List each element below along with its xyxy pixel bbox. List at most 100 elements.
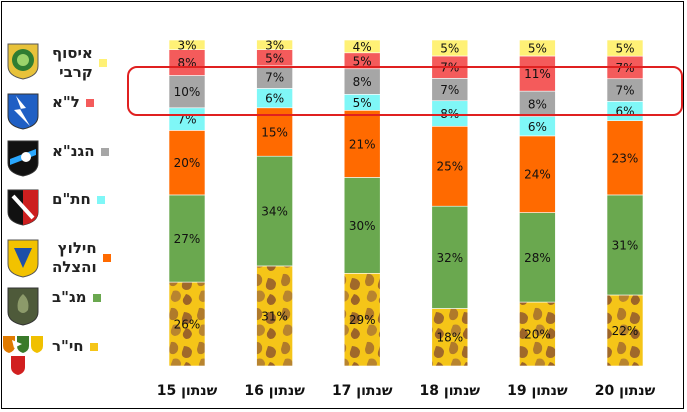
legend-item: מג"ב: [52, 288, 101, 307]
data-label: 21%: [349, 137, 376, 151]
data-label: 5%: [353, 54, 372, 68]
data-label: 23%: [612, 151, 639, 165]
x-tick-label: שנתון 19: [507, 383, 568, 399]
data-label: 25%: [436, 160, 463, 174]
legend-label: חילוץ והצלה: [52, 239, 97, 276]
data-label: 5%: [615, 42, 634, 56]
x-tick-label: שנתון 20: [595, 383, 656, 399]
black-red-sword-insignia-icon: [7, 189, 39, 226]
data-label: 11%: [524, 67, 551, 81]
data-label: 4%: [353, 40, 372, 54]
legend-label: ל"א: [52, 93, 80, 111]
bar-segment: [168, 194, 206, 283]
bar-segment: [519, 55, 556, 92]
data-label: 20%: [524, 328, 551, 342]
data-label: 7%: [615, 84, 634, 98]
labels-layer: 26%27%20%7%10%8%3%31%34%15%6%7%5%3%29%30…: [174, 38, 639, 344]
data-label: 7%: [265, 71, 284, 85]
bar-segment: [343, 110, 381, 178]
data-label: 3%: [265, 38, 284, 52]
data-label: 28%: [524, 251, 551, 265]
data-label: 32%: [436, 251, 463, 265]
legend-label: איסוף קרבי: [52, 44, 93, 81]
bar-segment: [168, 49, 206, 76]
legend-swatch: [98, 59, 107, 67]
x-tick-label: שנתון 17: [332, 383, 393, 399]
legend-swatch: [100, 147, 109, 156]
data-label: 8%: [353, 75, 372, 89]
data-label: 34%: [261, 205, 288, 219]
x-tick-label: שנתון 16: [244, 383, 305, 399]
legend-item: ל"א: [52, 93, 94, 112]
bars-layer: [168, 39, 644, 367]
legend-item: חילוץ והצלה: [52, 239, 111, 277]
bar-segment: [256, 39, 293, 50]
data-label: 20%: [174, 156, 201, 170]
data-label: 30%: [349, 219, 376, 233]
data-label: 15%: [261, 125, 288, 139]
bar-segment: [519, 301, 556, 367]
data-label: 27%: [174, 232, 201, 246]
black-white-blue-insignia-icon: [7, 140, 39, 177]
legend-swatch: [96, 195, 105, 204]
legend-label: הגנ"א: [52, 142, 95, 160]
data-label: 26%: [174, 318, 201, 332]
bar-segment: [519, 212, 556, 303]
data-label: 8%: [528, 97, 547, 111]
x-axis: שנתון 15 שנתון 16 שנתון 17 שנתון 18 שנתון 19…: [157, 383, 656, 399]
legend-item: איסוף קרבי: [52, 44, 107, 82]
data-label: 6%: [528, 120, 547, 134]
bar-segment: [343, 68, 381, 95]
bar-segment: [606, 294, 644, 367]
data-label: 7%: [440, 83, 459, 97]
legend-swatch: [85, 98, 94, 107]
legend-swatch: [102, 254, 111, 262]
bar-segment: [431, 308, 469, 367]
yellow-blue-rescue-insignia-icon: [7, 239, 39, 278]
data-label: 6%: [615, 105, 634, 119]
bar-segment: [168, 130, 206, 196]
bar-segment: [519, 90, 556, 118]
infantry-brigades-insignia-icon: [3, 336, 43, 375]
bar-segment: [343, 39, 381, 54]
data-label: 5%: [353, 96, 372, 110]
green-round-insignia-icon: [7, 43, 39, 80]
bar-segment: [168, 39, 206, 50]
x-tick-label: שנתון 18: [420, 383, 481, 399]
data-label: 24%: [524, 168, 551, 182]
bar-segment: [519, 39, 556, 57]
legend-swatch: [89, 342, 98, 351]
data-label: 29%: [349, 313, 376, 327]
bar-segment: [431, 100, 469, 127]
legend-item: חת"ם: [52, 190, 105, 209]
bar-segment: [168, 75, 206, 109]
bar-segment: [343, 273, 381, 367]
legend-label: חת"ם: [52, 190, 91, 208]
bar-segment: [606, 39, 644, 57]
data-label: 7%: [177, 113, 196, 127]
legend-label: מג"ב: [52, 288, 87, 306]
data-label: 10%: [174, 85, 201, 99]
blue-lightning-insignia-icon: [7, 93, 39, 130]
bar-segment: [256, 265, 293, 367]
data-label: 5%: [528, 41, 547, 55]
data-label: 18%: [436, 331, 463, 345]
data-label: 5%: [440, 41, 459, 55]
x-tick-label: שנתון 15: [157, 383, 218, 399]
bar-segment: [606, 194, 644, 296]
data-label: 31%: [612, 238, 639, 252]
bar-segment: [168, 281, 206, 367]
data-label: 5%: [265, 51, 284, 65]
data-label: 3%: [177, 38, 196, 52]
bar-segment: [256, 155, 293, 267]
olive-shield-insignia-icon: [7, 287, 39, 326]
data-label: 6%: [265, 92, 284, 106]
data-label: 31%: [261, 309, 288, 323]
legend-label: חי"ר: [52, 337, 84, 355]
highlight-box: [127, 66, 683, 116]
data-label: 22%: [612, 324, 639, 338]
legend-item: חי"ר: [52, 337, 98, 356]
legend-item: הגנ"א: [52, 142, 109, 161]
